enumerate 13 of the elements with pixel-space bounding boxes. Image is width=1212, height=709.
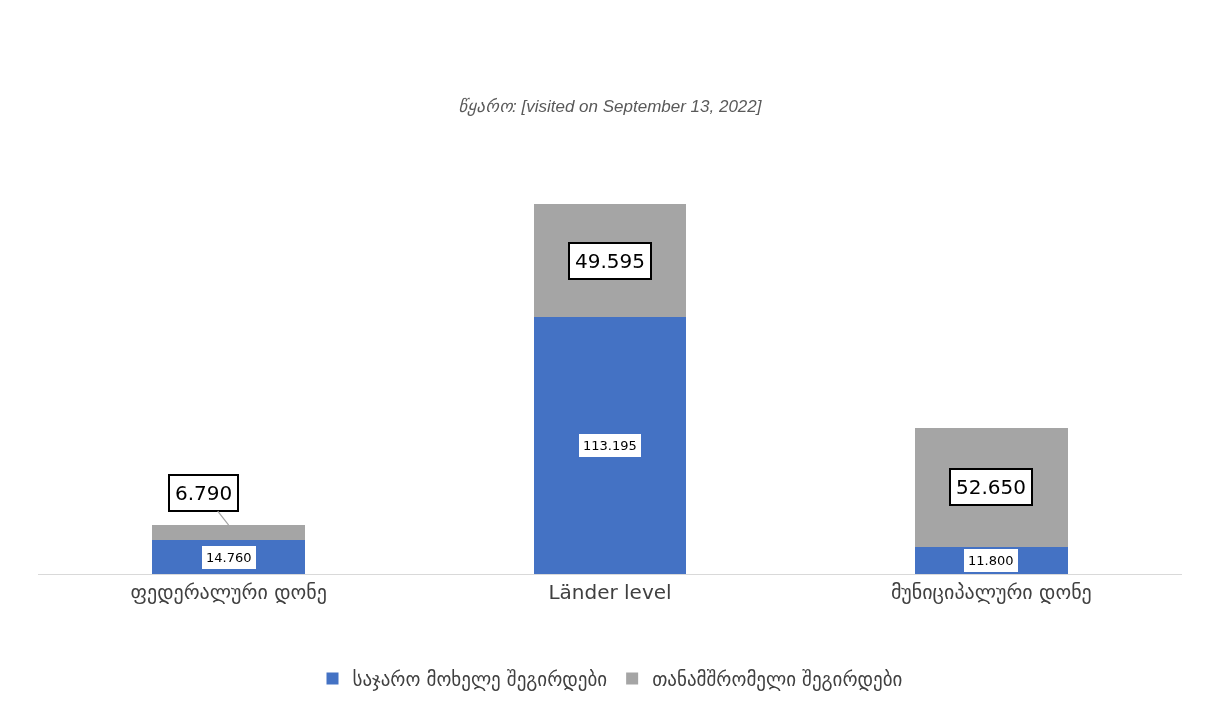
x-tick-label: მუნიციპალური დონე xyxy=(890,580,1092,604)
legend-label: თანამშრომელი შეგირდები xyxy=(652,667,903,691)
x-tick-label: Länder level xyxy=(548,580,672,604)
data-label: 6.790 xyxy=(175,481,233,505)
data-label: 14.760 xyxy=(206,550,252,565)
text: წყარო: [visited on September 13, 2022] xyxy=(458,97,763,117)
bar xyxy=(533,317,687,574)
data-label: 49.595 xyxy=(575,249,645,273)
data-label: 113.195 xyxy=(583,438,637,453)
x-tick-label: ფედერალური დონე xyxy=(130,580,327,604)
legend-label: საჯარო მოხელე შეგირდები xyxy=(352,667,608,691)
data-label: 11.800 xyxy=(968,553,1014,568)
data-label: 52.650 xyxy=(956,475,1026,499)
